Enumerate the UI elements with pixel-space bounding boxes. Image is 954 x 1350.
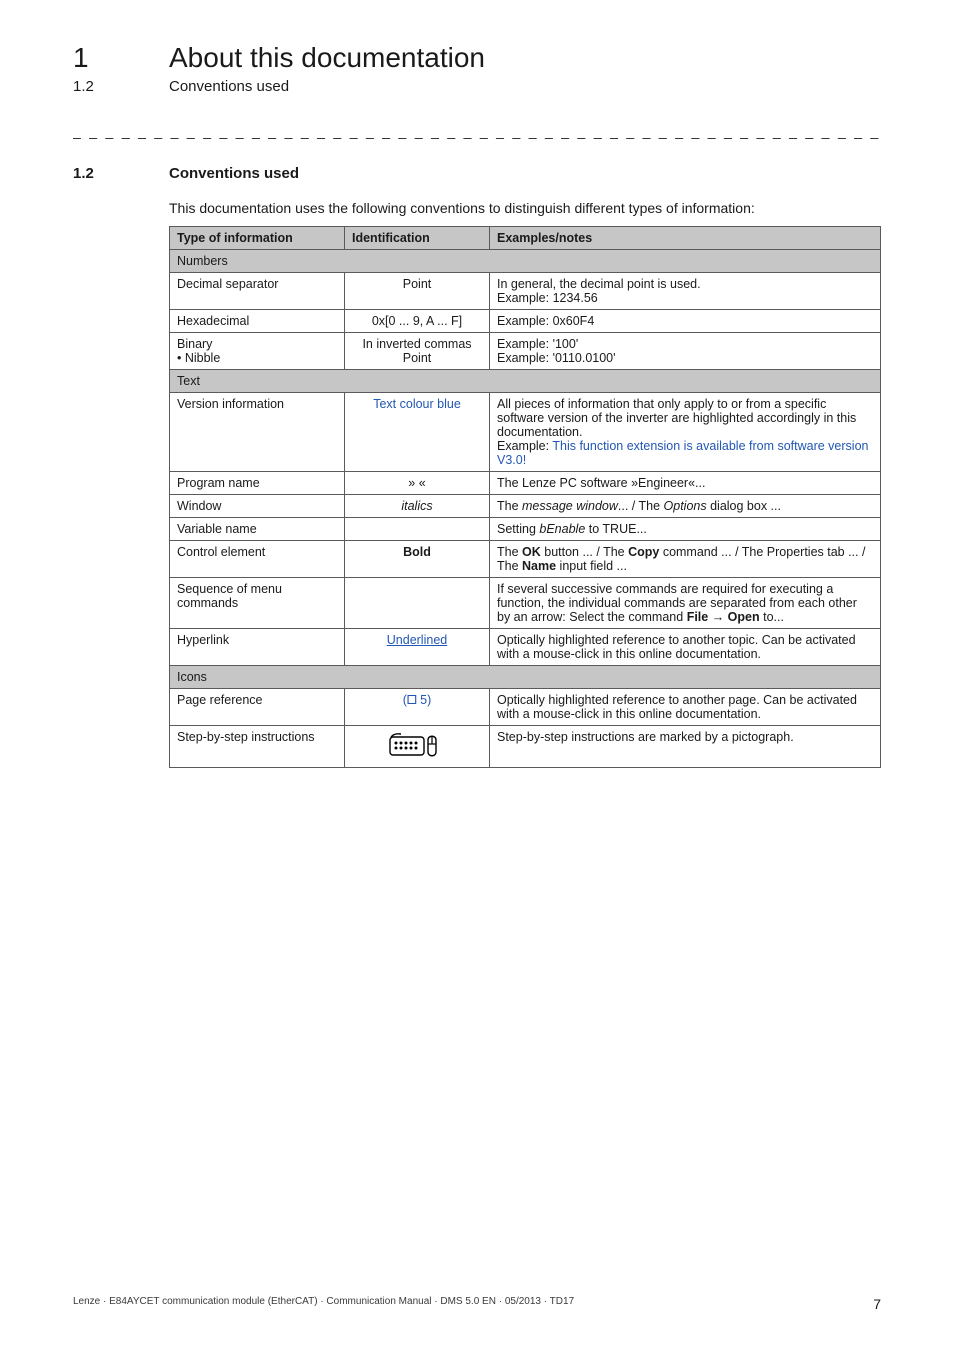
dashed-separator: _ _ _ _ _ _ _ _ _ _ _ _ _ _ _ _ _ _ _ _ … [73,123,881,139]
cell-type: Hexadecimal [170,310,345,333]
cell-identification: Text colour blue [345,393,490,472]
cell-type: Variable name [170,518,345,541]
cell-type: Binary • Nibble [170,333,345,370]
table-group-row: Text [170,370,881,393]
cell-example: Optically highlighted reference to anoth… [490,689,881,726]
col-header-type: Type of information [170,227,345,250]
table-group-label: Text [170,370,881,393]
table-row: Step-by-step instructions Step-by-step i… [170,726,881,768]
chapter-title: About this documentation [169,42,485,74]
table-header-row: Type of information Identification Examp… [170,227,881,250]
table-row: Variable name Setting bEnable to TRUE... [170,518,881,541]
page-footer: Lenze · E84AYCET communication module (E… [73,1296,881,1312]
table-row: Control elementBoldThe OK button ... / T… [170,541,881,578]
cell-identification: » « [345,472,490,495]
chapter-header: 1 About this documentation [73,42,881,74]
step-by-step-icon [388,730,446,763]
chapter-number: 1 [73,42,169,74]
footer-text: Lenze · E84AYCET communication module (E… [73,1296,574,1312]
table-group-label: Icons [170,666,881,689]
cell-type: Page reference [170,689,345,726]
cell-type: Decimal separator [170,273,345,310]
section-heading-number: 1.2 [73,165,169,182]
cell-type: Sequence of menu commands [170,578,345,629]
cell-example: If several successive commands are requi… [490,578,881,629]
cell-identification: 0x[0 ... 9, A ... F] [345,310,490,333]
cell-identification [345,518,490,541]
table-row: HyperlinkUnderlinedOptically highlighted… [170,629,881,666]
cell-type: Window [170,495,345,518]
cell-example: The message window... / The Options dial… [490,495,881,518]
table-row: Binary • NibbleIn inverted commasPointEx… [170,333,881,370]
cell-example: Step-by-step instructions are marked by … [490,726,881,768]
cell-identification: italics [345,495,490,518]
table-group-row: Icons [170,666,881,689]
table-row: Page reference(🞐 5)Optically highlighted… [170,689,881,726]
section-heading-title: Conventions used [169,165,299,182]
table-group-label: Numbers [170,250,881,273]
conventions-table: Type of information Identification Examp… [169,226,881,768]
cell-type: Version information [170,393,345,472]
table-row: WindowitalicsThe message window... / The… [170,495,881,518]
cell-example: Example: 0x60F4 [490,310,881,333]
table-row: Sequence of menu commands If several succ… [170,578,881,629]
cell-identification: (🞐 5) [345,689,490,726]
cell-type: Step-by-step instructions [170,726,345,768]
cell-example: The OK button ... / The Copy command ...… [490,541,881,578]
cell-example: Setting bEnable to TRUE... [490,518,881,541]
table-row: Version informationText colour blueAll p… [170,393,881,472]
table-row: Hexadecimal0x[0 ... 9, A ... F]Example: … [170,310,881,333]
table-group-row: Numbers [170,250,881,273]
cell-type: Program name [170,472,345,495]
section-title-small: Conventions used [169,78,289,95]
cell-type: Control element [170,541,345,578]
cell-type: Hyperlink [170,629,345,666]
cell-identification: In inverted commasPoint [345,333,490,370]
section-number-small: 1.2 [73,78,169,95]
col-header-examples: Examples/notes [490,227,881,250]
section-intro: This documentation uses the following co… [169,200,881,216]
cell-example: Example: '100'Example: '0110.0100' [490,333,881,370]
cell-example: The Lenze PC software »Engineer«... [490,472,881,495]
col-header-identification: Identification [345,227,490,250]
table-row: Decimal separatorPointIn general, the de… [170,273,881,310]
cell-example: In general, the decimal point is used.Ex… [490,273,881,310]
section-heading: 1.2 Conventions used [73,165,881,182]
cell-identification: Point [345,273,490,310]
page-container: 1 About this documentation 1.2 Conventio… [0,0,954,1350]
cell-identification: Underlined [345,629,490,666]
cell-example: All pieces of information that only appl… [490,393,881,472]
section-subheader: 1.2 Conventions used [73,78,881,95]
cell-example: Optically highlighted reference to anoth… [490,629,881,666]
cell-identification [345,578,490,629]
cell-identification [345,726,490,768]
cell-identification: Bold [345,541,490,578]
table-row: Program name» «The Lenze PC software »En… [170,472,881,495]
footer-page-number: 7 [873,1296,881,1312]
